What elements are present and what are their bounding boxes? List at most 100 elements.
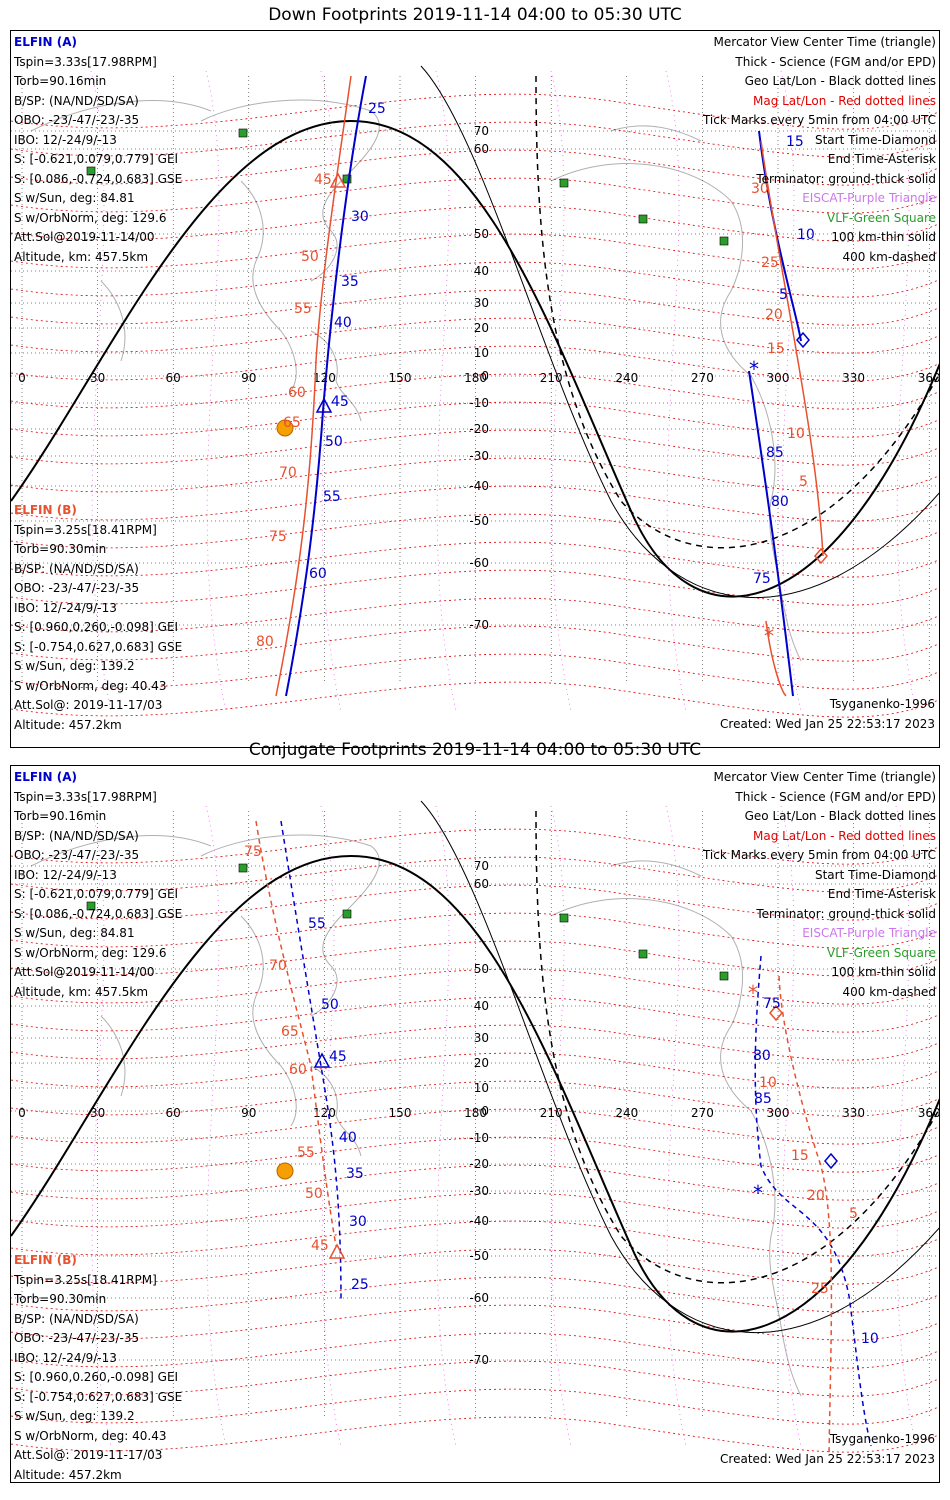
coastline [240,180,297,392]
track-b-tick-label: 15 [767,341,785,357]
elfin-a-line: IBO: 12/-24/9/-13 [14,132,117,147]
lon-label: 90 [241,371,256,385]
elfin-b-line: S: [0.960,0.260,-0.098] GEI [14,620,179,634]
track-b-tick-label: 55 [294,301,312,317]
lat-label: -70 [469,618,489,632]
lat-label: 50 [474,227,489,241]
track-a-tick-label: 80 [771,494,789,510]
track-b-tick-label: 45 [314,172,332,188]
lat-label: 60 [474,877,489,891]
mag-lon-line [435,805,457,1447]
lon-label: 120 [313,1106,336,1120]
legend-item: Tick Marks every 5min from 04:00 UTC [702,113,936,127]
elfin-a-line: S: [0.086,-0.724,0.683] GSE [14,171,183,186]
legend-item: 400 km-dashed [842,249,936,264]
elfin-b-line: S: [0.960,0.260,-0.098] GEI [14,1370,179,1384]
elfin-a-track [280,820,342,1302]
coastline [100,280,126,362]
legend-item: VLF-Green Square [827,945,936,960]
lat-label: -60 [469,1291,489,1305]
elfin-a-line: OBO: -23/-47/-23/-35 [14,113,140,127]
vlf-station-marker [238,863,248,873]
track-a-tick-label: 10 [861,1331,879,1347]
vlf-station-marker [342,174,352,184]
coastline [310,1065,362,1157]
track-a-tick-label: 40 [334,315,352,331]
start-diamond [769,1004,783,1022]
lat-label: 20 [474,321,489,335]
lon-label: 180 [464,1106,487,1120]
elfin-b-line: S: [-0.754,0.627,0.683] GSE [14,1389,183,1404]
lon-label: 360 [918,1106,940,1120]
elfin-b-track [778,975,833,1457]
elfin-b-line: S w/Sun, deg: 139.2 [14,659,135,673]
lat-label: 10 [474,346,489,360]
track-b-tick-label: 50 [305,1186,323,1202]
lat-label: -30 [469,449,489,463]
map-layer: 0 30 60 90 120 150 180 210 240 270 300 330 360706050… [11,800,940,1457]
elfin-b-heading: ELFIN (B) [14,1253,77,1267]
end-asterisk: * [753,1181,763,1205]
track-a-tick-label: 50 [321,997,339,1013]
track-b-tick-label: 25 [811,1281,829,1297]
lon-label: 0 [18,371,26,385]
elfin-a-heading: ELFIN (A) [14,770,77,784]
legend-item: Tick Marks every 5min from 04:00 UTC [702,848,936,862]
coastline [200,834,380,1017]
elfin-a-line: B/SP: (NA/ND/SD/SA) [14,828,139,843]
legend-item: Terminator: ground-thick solid [756,906,936,921]
track-b-tick-label: 10 [759,1075,777,1091]
mag-lon-line [550,70,572,712]
lat-label: 60 [474,142,489,156]
elfin-a-line: Att.Sol@2019-11-14/00 [14,230,155,244]
track-a-tick-label: 55 [308,916,326,932]
vlf-station-marker [342,909,352,919]
elfin-b-line: OBO: -23/-47/-23/-35 [14,1331,140,1345]
vlf-station-marker [638,214,648,224]
track-a-tick-label: 35 [346,1166,364,1182]
lat-label: 30 [474,296,489,310]
lon-label: 60 [166,371,181,385]
elfin-b-track [275,75,352,697]
lat-label: -70 [469,1353,489,1367]
elfin-a-line: S w/Sun, deg: 84.81 [14,191,135,205]
elfin-b-line: Torb=90.30min [14,1292,107,1306]
coastline [550,898,752,1112]
elfin-b-line: Altitude: 457.2km [14,717,122,732]
elfin-b-line: Att.Sol@: 2019-11-17/03 [14,1448,163,1462]
coastline [310,330,362,422]
elfin-a-heading: ELFIN (A) [14,35,77,49]
track-b-tick-label: 5 [849,1206,858,1222]
lon-label: 300 [767,1106,790,1120]
lon-label: 210 [540,1106,563,1120]
coastline [610,125,702,142]
lon-label: 180 [464,371,487,385]
track-b-tick-label: 70 [269,958,287,974]
lon-label: 30 [90,371,105,385]
coastline [240,915,297,1127]
elfin-b-line: OBO: -23/-47/-23/-35 [14,581,140,595]
lat-label: -20 [469,422,489,436]
vlf-station-marker [559,913,569,923]
track-a-tick-label: 5 [779,287,788,303]
elfin-b-info: ELFIN (B) Tspin=3.25s[18.41RPM] Torb=90.… [14,1251,183,1482]
track-a-tick-label: 30 [349,1214,367,1230]
lon-label: 330 [842,371,865,385]
elfin-b-info: ELFIN (B) Tspin=3.25s[18.41RPM] Torb=90.… [14,501,182,735]
map-canvas: 0 30 60 90 120 150 180 210 240 270 300 330 360706050… [11,800,940,1457]
model-label: Tsyganenko-1996 [829,1432,935,1446]
map-legend: Mercator View Center Time (triangle) Thic… [703,768,936,1002]
lon-label: 210 [540,371,563,385]
end-asterisk: * [748,981,758,1005]
track-a-tick-label: 15 [786,134,804,150]
elfin-a-info: ELFIN (A) Tspin=3.33s[17.98RPM] Torb=90.… [14,33,182,267]
track-b-tick-label: 5 [799,474,808,490]
terminator-100km [420,800,939,1333]
mag-lon-line [665,805,687,1447]
legend-item: 100 km-thin solid [831,230,936,244]
legend-item: Mag Lat/Lon - Red dotted lines [752,93,936,108]
track-a-tick-label: 25 [368,101,386,117]
legend-item: Thick - Science (FGM and/or EPD) [735,54,936,69]
vlf-station-marker [638,949,648,959]
coastline [200,99,380,282]
